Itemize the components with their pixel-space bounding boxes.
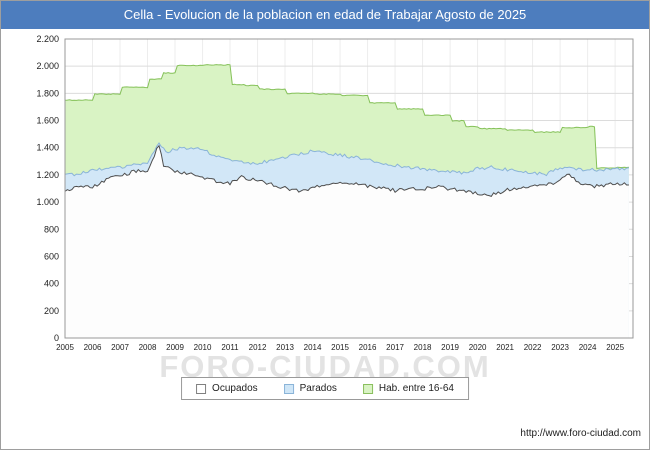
legend-item-hab-16-64: Hab. entre 16-64 (362, 383, 454, 394)
footer-url[interactable]: http://www.foro-ciudad.com (520, 428, 641, 439)
svg-text:2017: 2017 (386, 343, 404, 352)
legend-label-parados: Parados (299, 383, 337, 394)
svg-text:800: 800 (44, 224, 59, 234)
svg-text:2018: 2018 (414, 343, 432, 352)
svg-text:2010: 2010 (194, 343, 212, 352)
svg-text:2022: 2022 (524, 343, 542, 352)
legend: Ocupados Parados Hab. entre 16-64 (181, 377, 469, 400)
legend-swatch-hab-16-64 (362, 383, 373, 394)
svg-text:2014: 2014 (304, 343, 322, 352)
svg-text:2.200: 2.200 (36, 34, 59, 44)
svg-text:2023: 2023 (551, 343, 569, 352)
svg-text:2025: 2025 (606, 343, 624, 352)
svg-text:2021: 2021 (496, 343, 514, 352)
svg-text:400: 400 (44, 279, 59, 289)
svg-text:2006: 2006 (84, 343, 102, 352)
svg-text:2016: 2016 (359, 343, 377, 352)
svg-text:2013: 2013 (276, 343, 294, 352)
svg-text:2.000: 2.000 (36, 61, 59, 71)
svg-text:2015: 2015 (331, 343, 349, 352)
svg-text:1.800: 1.800 (36, 88, 59, 98)
svg-text:2012: 2012 (249, 343, 267, 352)
chart-title: Cella - Evolucion de la poblacion en eda… (1, 1, 649, 29)
svg-text:2020: 2020 (469, 343, 487, 352)
svg-text:1.200: 1.200 (36, 170, 59, 180)
svg-text:600: 600 (44, 251, 59, 261)
svg-text:0: 0 (54, 333, 59, 343)
svg-text:2024: 2024 (579, 343, 597, 352)
svg-text:200: 200 (44, 306, 59, 316)
svg-text:1.000: 1.000 (36, 197, 59, 207)
legend-swatch-ocupados (196, 383, 207, 394)
legend-label-ocupados: Ocupados (212, 383, 258, 394)
legend-item-ocupados: Ocupados (196, 383, 258, 394)
legend-swatch-parados (283, 383, 294, 394)
svg-text:2009: 2009 (166, 343, 184, 352)
svg-text:2007: 2007 (111, 343, 129, 352)
svg-text:1.400: 1.400 (36, 143, 59, 153)
legend-item-parados: Parados (283, 383, 337, 394)
svg-text:1.600: 1.600 (36, 116, 59, 126)
legend-label-hab-16-64: Hab. entre 16-64 (378, 383, 454, 394)
svg-text:2008: 2008 (139, 343, 157, 352)
svg-text:2011: 2011 (221, 343, 239, 352)
svg-text:2005: 2005 (56, 343, 74, 352)
svg-text:2019: 2019 (441, 343, 459, 352)
